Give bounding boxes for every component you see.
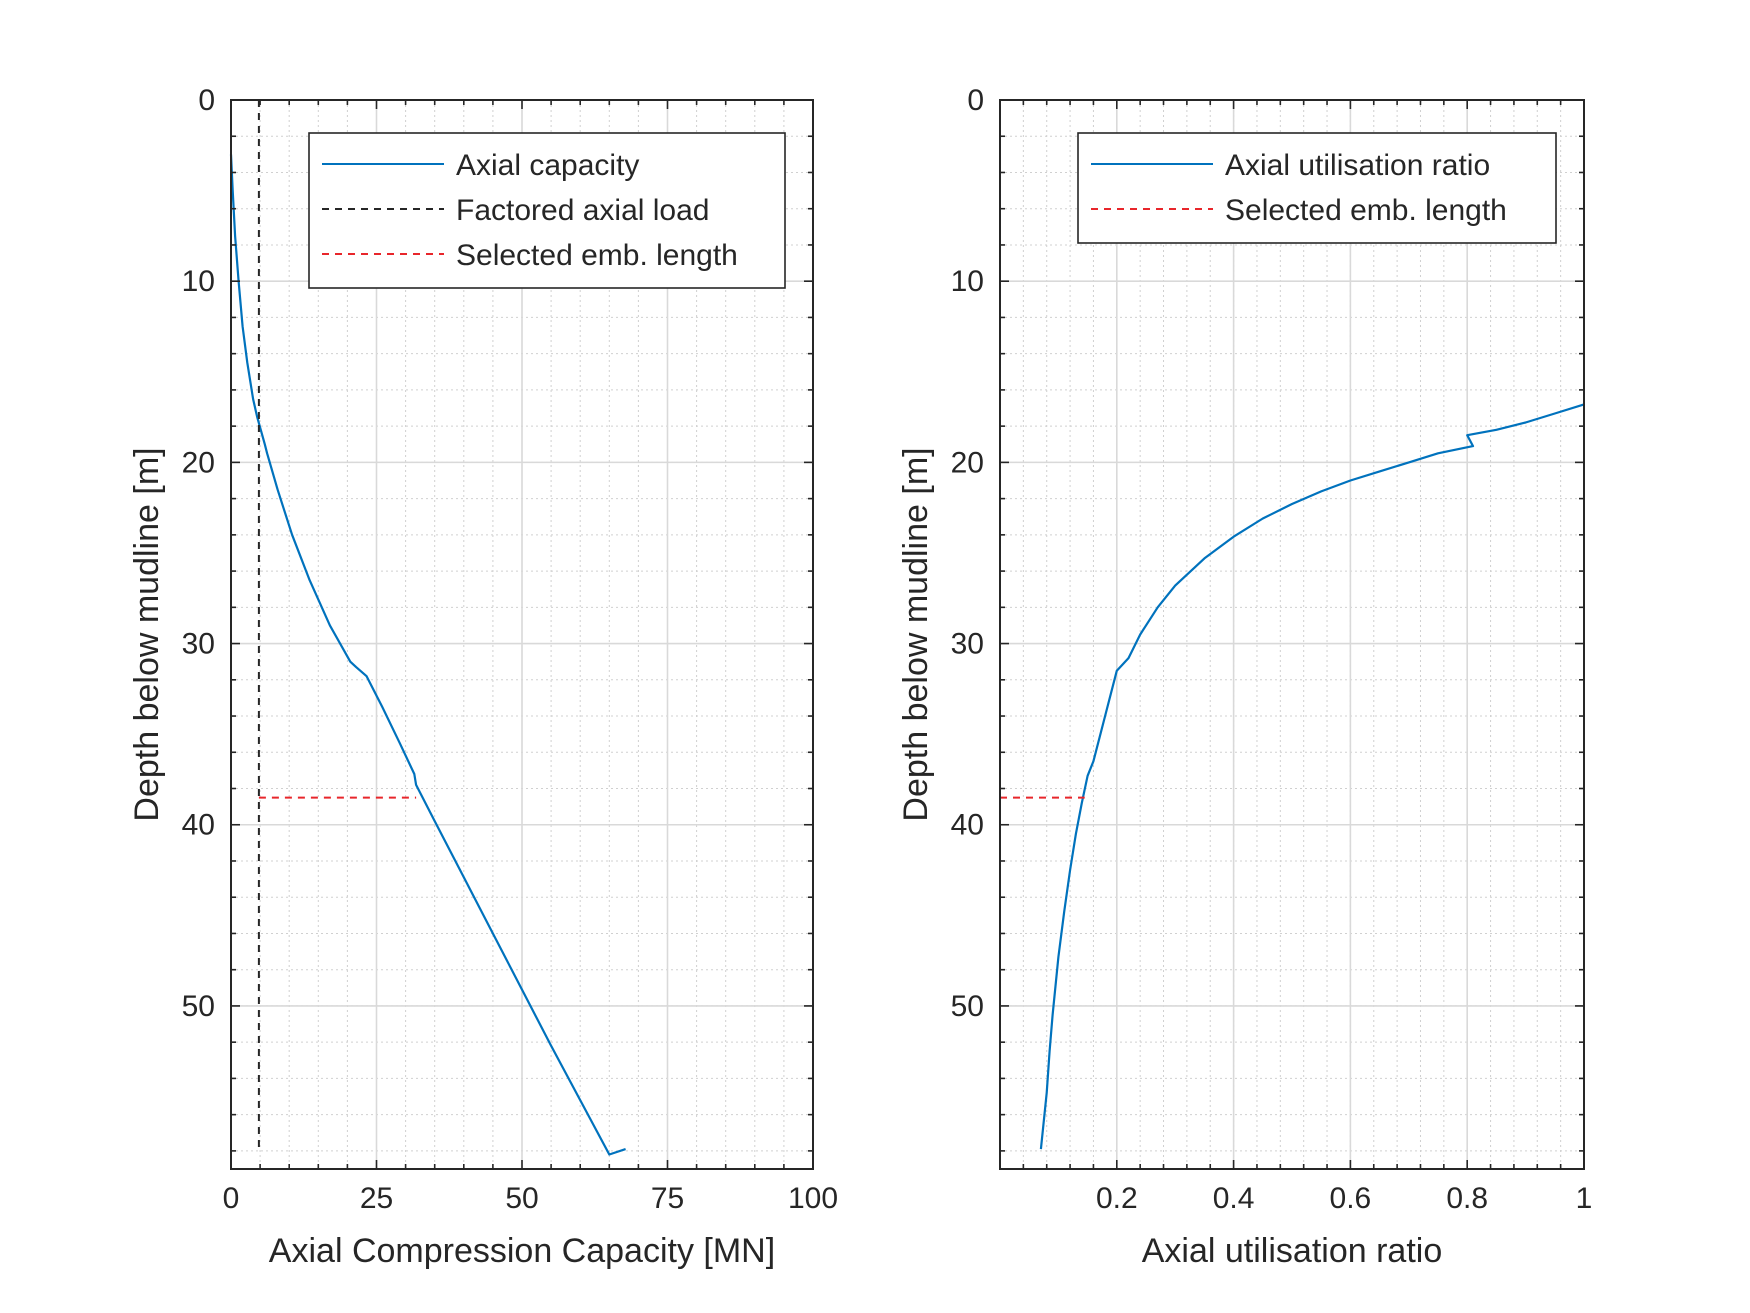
x-tick-label: 100 [788,1182,838,1215]
y-tick-label: 40 [182,809,215,842]
y-tick-label: 40 [951,809,984,842]
legend: Axial capacity Factored axial load Selecte… [308,132,786,289]
x-tick-label: 1 [1576,1182,1593,1215]
legend-box [1077,132,1557,244]
x-axis-label: Axial Compression Capacity [MN] [269,1232,775,1270]
series-group [229,100,626,1156]
y-tick-label: 0 [198,84,215,117]
y-tick-label: 50 [951,990,984,1023]
legend-entry-1: Selected emb. length [1225,194,1507,227]
y-tick-label: 50 [182,990,215,1023]
series-line-0 [229,154,626,1156]
y-tick-label: 30 [951,628,984,661]
y-tick-label: 10 [182,265,215,298]
x-tick-label: 25 [360,1182,393,1215]
x-tick-label: 0.8 [1446,1182,1488,1215]
y-tick-label: 0 [967,84,984,117]
x-tick-label: 50 [505,1182,538,1215]
x-tick-label: 75 [651,1182,684,1215]
plot-area [1000,100,1584,1169]
y-tick-label: 30 [182,628,215,661]
x-tick-label: 0.2 [1096,1182,1138,1215]
y-tick-label: 10 [951,265,984,298]
x-tick-label: 0 [223,1182,240,1215]
x-tick-label: 0.6 [1330,1182,1372,1215]
legend-box [308,132,786,289]
x-axis-label: Axial utilisation ratio [1142,1232,1442,1270]
y-tick-label: 20 [182,446,215,479]
tick-marks [999,99,1585,1169]
legend-entry-2: Selected emb. length [456,239,738,272]
legend-entry-1: Factored axial load [456,194,709,227]
x-tick-label: 0.4 [1213,1182,1255,1215]
y-axis-label: Depth below mudline [m] [128,447,166,821]
legend-entry-0: Axial capacity [456,149,639,182]
legend-entry-0: Axial utilisation ratio [1225,149,1490,182]
series-line-0 [1039,403,1585,1150]
y-tick-label: 20 [951,446,984,479]
y-axis-label: Depth below mudline [m] [897,447,935,821]
axes-box [999,99,1585,1170]
capacity-panel: 0 25 50 75 100 0 10 20 30 40 50 Axial Compression C… [128,84,838,1270]
series-group [1000,403,1585,1150]
tick-marks [230,99,814,1169]
legend: Axial utilisation ratio Selected emb. len… [1077,132,1557,244]
